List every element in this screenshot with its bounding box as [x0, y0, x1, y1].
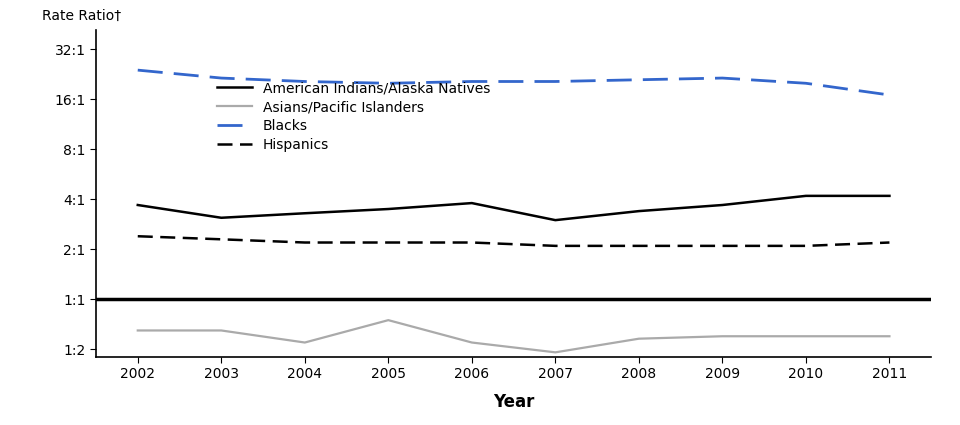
Asians/Pacific Islanders — [215, 328, 227, 333]
Hispanics — [549, 244, 561, 249]
American Indians/Alaska Natives — [884, 193, 896, 198]
Legend: American Indians/Alaska Natives, Asians/Pacific Islanders, Blacks, Hispanics: American Indians/Alaska Natives, Asians/… — [211, 76, 495, 158]
American Indians/Alaska Natives — [549, 218, 561, 223]
Hispanics — [383, 240, 395, 245]
Hispanics — [634, 244, 645, 249]
American Indians/Alaska Natives — [466, 201, 477, 206]
X-axis label: Year: Year — [492, 393, 535, 411]
Blacks — [132, 68, 143, 73]
American Indians/Alaska Natives — [800, 193, 811, 198]
Blacks — [215, 76, 227, 81]
Asians/Pacific Islanders — [634, 336, 645, 341]
Asians/Pacific Islanders — [299, 340, 310, 345]
Blacks — [884, 93, 896, 98]
Blacks — [383, 81, 395, 86]
Asians/Pacific Islanders — [132, 328, 143, 333]
Line: American Indians/Alaska Natives: American Indians/Alaska Natives — [137, 196, 890, 220]
Hispanics — [466, 240, 477, 245]
Asians/Pacific Islanders — [800, 334, 811, 339]
Blacks — [800, 81, 811, 86]
Blacks — [299, 79, 310, 84]
Text: Rate Ratio†: Rate Ratio† — [41, 9, 121, 23]
Asians/Pacific Islanders — [549, 350, 561, 355]
Hispanics — [215, 237, 227, 242]
American Indians/Alaska Natives — [215, 215, 227, 220]
American Indians/Alaska Natives — [299, 211, 310, 216]
Blacks — [634, 77, 645, 82]
Asians/Pacific Islanders — [383, 317, 395, 323]
American Indians/Alaska Natives — [716, 202, 728, 207]
American Indians/Alaska Natives — [383, 207, 395, 212]
Blacks — [716, 76, 728, 81]
Hispanics — [800, 244, 811, 249]
Hispanics — [299, 240, 310, 245]
Line: Blacks: Blacks — [137, 70, 890, 95]
Line: Hispanics: Hispanics — [137, 236, 890, 246]
Blacks — [466, 79, 477, 84]
Line: Asians/Pacific Islanders: Asians/Pacific Islanders — [137, 320, 890, 352]
American Indians/Alaska Natives — [132, 202, 143, 207]
Hispanics — [132, 234, 143, 239]
Asians/Pacific Islanders — [466, 340, 477, 345]
Asians/Pacific Islanders — [884, 334, 896, 339]
Asians/Pacific Islanders — [716, 334, 728, 339]
Hispanics — [884, 240, 896, 245]
American Indians/Alaska Natives — [634, 209, 645, 214]
Blacks — [549, 79, 561, 84]
Hispanics — [716, 244, 728, 249]
